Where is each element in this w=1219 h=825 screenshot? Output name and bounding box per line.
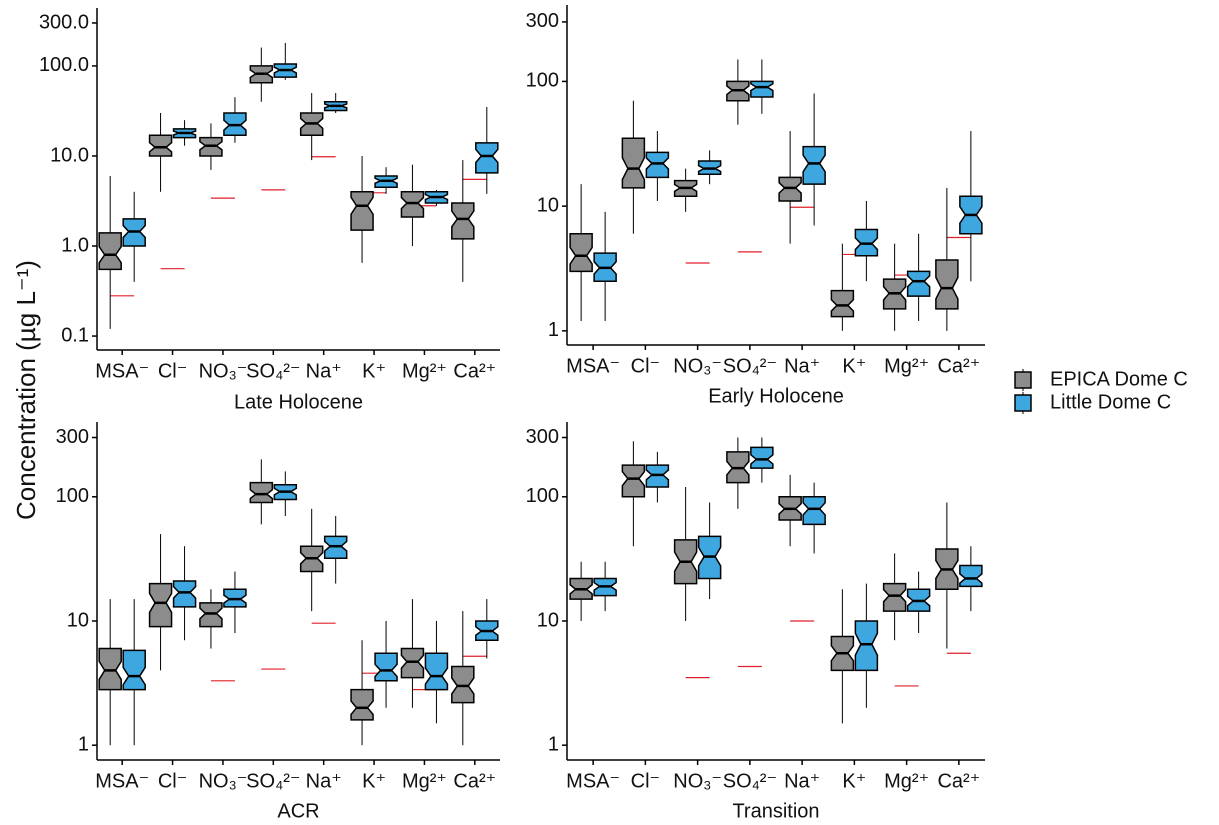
y-tick-label: 10 bbox=[537, 609, 559, 631]
box bbox=[172, 580, 197, 608]
box bbox=[906, 270, 931, 297]
y-tick-label: 100 bbox=[526, 485, 559, 507]
x-tick-label: Na⁺ bbox=[306, 770, 342, 792]
x-tick-label: Na⁺ bbox=[306, 360, 342, 382]
x-tick-label: MSA⁻ bbox=[566, 355, 620, 377]
x-tick-label: NO₃⁻ bbox=[673, 355, 722, 377]
x-tick-label: SO₄²⁻ bbox=[723, 770, 777, 792]
box bbox=[451, 202, 475, 240]
box bbox=[830, 289, 855, 318]
y-tick-label: 0.1 bbox=[61, 324, 89, 346]
x-axis-label: Transition bbox=[732, 800, 819, 822]
box bbox=[802, 145, 826, 185]
box bbox=[424, 652, 449, 691]
y-tick-label: 10 bbox=[537, 194, 559, 216]
x-tick-label: Ca²⁺ bbox=[937, 770, 980, 792]
x-tick-label: Ca²⁺ bbox=[453, 770, 496, 792]
box bbox=[959, 564, 983, 588]
x-tick-label: MSA⁻ bbox=[95, 770, 149, 792]
y-tick-label: 300 bbox=[526, 10, 559, 32]
y-tick-label: 100 bbox=[56, 485, 89, 507]
y-tick-label: 300.0 bbox=[39, 11, 89, 33]
y-tick-label: 1 bbox=[548, 733, 559, 755]
x-tick-label: SO₄²⁻ bbox=[723, 355, 777, 377]
x-tick-label: Cl⁻ bbox=[158, 770, 187, 792]
x-tick-label: Cl⁻ bbox=[631, 355, 660, 377]
x-tick-label: K⁺ bbox=[842, 355, 866, 377]
x-tick-label: SO₄²⁻ bbox=[246, 360, 300, 382]
box bbox=[621, 137, 646, 189]
x-tick-label: Cl⁻ bbox=[631, 770, 660, 792]
box bbox=[374, 652, 398, 682]
x-tick-label: K⁺ bbox=[362, 360, 386, 382]
x-tick-label: Mg²⁺ bbox=[402, 360, 447, 382]
x-axis-label: Early Holocene bbox=[708, 385, 844, 407]
x-tick-label: NO₃⁻ bbox=[673, 770, 722, 792]
legend-swatch bbox=[1014, 394, 1032, 412]
legend-swatch bbox=[1014, 371, 1032, 389]
y-tick-label: 300 bbox=[526, 426, 559, 448]
box bbox=[400, 191, 425, 218]
box bbox=[451, 665, 475, 704]
box bbox=[199, 602, 223, 628]
x-axis-label: ACR bbox=[277, 800, 319, 822]
x-tick-label: Mg²⁺ bbox=[402, 770, 447, 792]
box bbox=[569, 233, 593, 273]
box bbox=[935, 259, 959, 310]
x-tick-label: Ca²⁺ bbox=[453, 360, 496, 382]
y-tick-label: 1 bbox=[548, 319, 559, 341]
x-tick-label: MSA⁻ bbox=[566, 770, 620, 792]
x-tick-label: Na⁺ bbox=[784, 770, 820, 792]
box bbox=[882, 582, 907, 612]
y-tick-label: 300 bbox=[56, 426, 89, 448]
x-tick-label: Cl⁻ bbox=[158, 360, 187, 382]
x-tick-label: Mg²⁺ bbox=[884, 355, 929, 377]
y-tick-label: 10 bbox=[67, 609, 89, 631]
x-tick-label: K⁺ bbox=[842, 770, 866, 792]
box bbox=[148, 582, 173, 628]
box bbox=[750, 446, 774, 469]
box bbox=[122, 649, 146, 691]
x-tick-label: K⁺ bbox=[362, 770, 386, 792]
x-tick-label: Na⁺ bbox=[784, 355, 820, 377]
box bbox=[854, 620, 879, 672]
box bbox=[750, 80, 774, 98]
x-tick-label: MSA⁻ bbox=[95, 360, 149, 382]
x-axis-label: Late Holocene bbox=[234, 391, 363, 413]
box bbox=[98, 647, 122, 691]
legend-label: Little Dome C bbox=[1050, 391, 1171, 413]
box bbox=[645, 151, 670, 179]
x-tick-label: Ca²⁺ bbox=[937, 355, 980, 377]
y-tick-label: 10.0 bbox=[50, 144, 89, 166]
y-tick-label: 1.0 bbox=[61, 234, 89, 256]
x-tick-label: NO₃⁻ bbox=[199, 770, 248, 792]
box bbox=[475, 142, 499, 174]
box bbox=[802, 496, 826, 526]
box bbox=[621, 464, 646, 498]
y-tick-label: 1 bbox=[78, 733, 89, 755]
box bbox=[350, 688, 374, 721]
y-axis-label: Concentration (µg L⁻¹) bbox=[11, 260, 41, 520]
legend-label: EPICA Dome C bbox=[1050, 368, 1188, 390]
box bbox=[98, 232, 122, 271]
box bbox=[249, 481, 274, 504]
x-tick-label: SO₄²⁻ bbox=[246, 770, 300, 792]
box bbox=[148, 134, 173, 157]
x-tick-label: Mg²⁺ bbox=[884, 770, 929, 792]
box bbox=[400, 647, 425, 679]
y-tick-label: 100.0 bbox=[39, 54, 89, 76]
x-tick-label: NO₃⁻ bbox=[199, 360, 248, 382]
y-tick-label: 100 bbox=[526, 70, 559, 92]
box bbox=[350, 191, 374, 231]
box bbox=[778, 176, 802, 202]
